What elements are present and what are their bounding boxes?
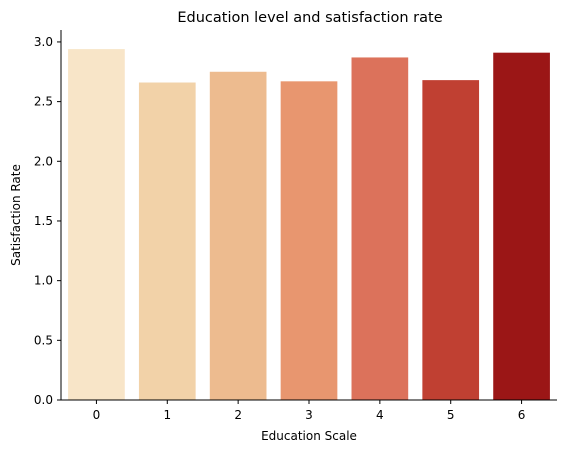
x-tick-label-4: 4 — [376, 408, 384, 422]
x-tick-label-0: 0 — [93, 408, 101, 422]
x-tick-label-1: 1 — [163, 408, 171, 422]
y-tick-label-1.0: 1.0 — [34, 274, 53, 288]
bars-group — [68, 49, 550, 401]
y-axis-label: Satisfaction Rate — [9, 164, 23, 266]
chart-title: Education level and satisfaction rate — [177, 10, 442, 26]
y-tick-label-0.5: 0.5 — [34, 333, 53, 347]
y-tick-label-0.0: 0.0 — [34, 393, 53, 407]
y-tick-label-2.0: 2.0 — [34, 154, 53, 168]
y-axis-ticks: 0.0 0.5 1.0 1.5 2.0 2.5 3.0 — [34, 35, 61, 407]
y-tick-label-3.0: 3.0 — [34, 35, 53, 49]
bar-3 — [280, 81, 338, 400]
x-axis-ticks: 0 1 2 3 4 5 6 — [93, 400, 526, 422]
bar-2 — [209, 71, 267, 401]
bar-5 — [422, 80, 480, 400]
x-tick-label-2: 2 — [234, 408, 242, 422]
x-tick-label-6: 6 — [518, 408, 526, 422]
x-axis-label: Education Scale — [261, 429, 357, 443]
y-tick-label-2.5: 2.5 — [34, 95, 53, 109]
bar-4 — [351, 57, 409, 400]
bar-1 — [138, 82, 196, 401]
bar-0 — [68, 49, 125, 400]
x-tick-label-5: 5 — [447, 408, 455, 422]
y-tick-label-1.5: 1.5 — [34, 214, 53, 228]
x-tick-label-3: 3 — [305, 408, 313, 422]
bar-6 — [493, 52, 550, 401]
